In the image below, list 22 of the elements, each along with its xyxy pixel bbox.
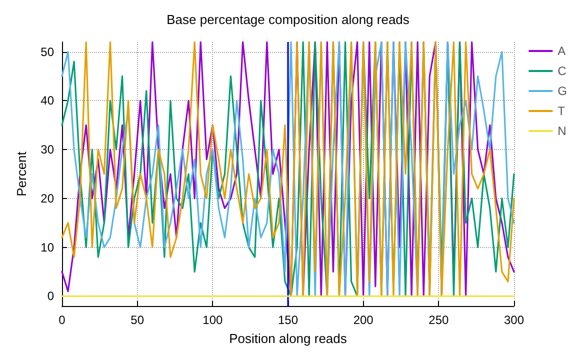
y-axis-title: Percent bbox=[14, 151, 29, 196]
x-tick-label: 150 bbox=[278, 313, 298, 327]
y-tick-label: 30 bbox=[40, 142, 54, 157]
x-tick-label: 0 bbox=[58, 313, 66, 327]
x-tick-label: 50 bbox=[130, 313, 144, 327]
line-series bbox=[61, 41, 515, 298]
x-tick-label: 300 bbox=[504, 313, 524, 327]
y-tick-label: 20 bbox=[40, 191, 54, 206]
legend-label: C bbox=[558, 64, 567, 78]
y-tick-label: 0 bbox=[47, 289, 54, 304]
legend-label: T bbox=[558, 104, 566, 118]
x-tick-label: 250 bbox=[428, 313, 449, 327]
x-tick-label: 200 bbox=[353, 313, 374, 327]
x-tick-label: 100 bbox=[202, 313, 223, 327]
legend-label: A bbox=[558, 44, 566, 58]
legend-label: N bbox=[558, 124, 566, 138]
x-axis-title: Position along reads bbox=[229, 331, 348, 346]
chart-title: Base percentage composition along reads bbox=[166, 12, 410, 27]
y-tick-label: 40 bbox=[40, 94, 54, 108]
legend-label: G bbox=[558, 84, 568, 98]
y-tick-label: 50 bbox=[40, 44, 54, 59]
y-tick-label: 10 bbox=[40, 240, 54, 254]
